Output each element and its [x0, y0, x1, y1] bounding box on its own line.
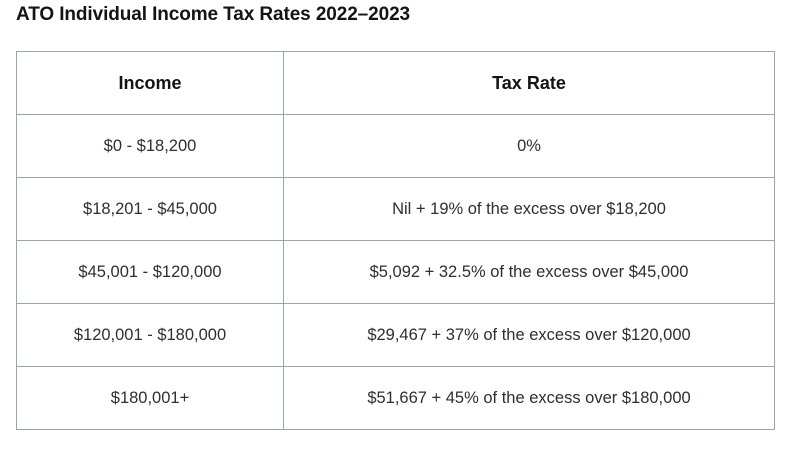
income-cell: $120,001 - $180,000 [16, 303, 284, 367]
table-row: $18,201 - $45,000 Nil + 19% of the exces… [16, 177, 775, 241]
tax-rate-column-header: Tax Rate [283, 51, 775, 115]
income-cell: $45,001 - $120,000 [16, 240, 284, 304]
table-row: $0 - $18,200 0% [16, 114, 775, 178]
tax-rate-cell: $29,467 + 37% of the excess over $120,00… [283, 303, 775, 367]
table-row: $120,001 - $180,000 $29,467 + 37% of the… [16, 303, 775, 367]
page-title: ATO Individual Income Tax Rates 2022–202… [16, 4, 411, 25]
income-cell: $18,201 - $45,000 [16, 177, 284, 241]
table-row: $180,001+ $51,667 + 45% of the excess ov… [16, 366, 775, 430]
income-cell: $180,001+ [16, 366, 284, 430]
tax-rate-cell: $51,667 + 45% of the excess over $180,00… [283, 366, 775, 430]
table-row: $45,001 - $120,000 $5,092 + 32.5% of the… [16, 240, 775, 304]
table-header-row: Income Tax Rate [16, 51, 775, 115]
income-cell: $0 - $18,200 [16, 114, 284, 178]
tax-rate-cell: Nil + 19% of the excess over $18,200 [283, 177, 775, 241]
income-column-header: Income [16, 51, 284, 115]
tax-rates-table: Income Tax Rate $0 - $18,200 0% $18,201 … [16, 51, 775, 430]
tax-rate-cell: 0% [283, 114, 775, 178]
tax-rate-cell: $5,092 + 32.5% of the excess over $45,00… [283, 240, 775, 304]
